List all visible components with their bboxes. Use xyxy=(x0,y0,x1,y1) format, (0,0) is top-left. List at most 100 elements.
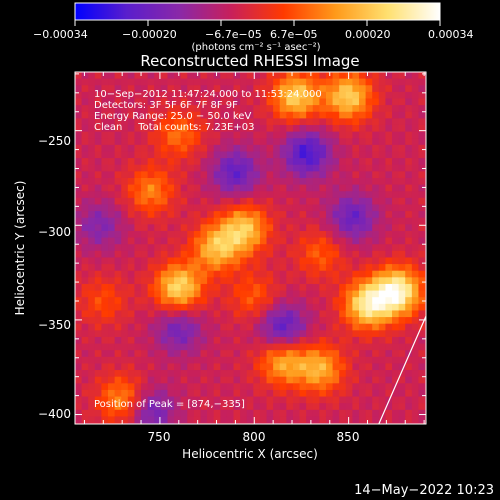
heatmap-cell xyxy=(121,336,129,345)
heatmap-cell xyxy=(332,317,340,325)
heatmap-cell xyxy=(121,370,129,378)
heatmap-cell xyxy=(213,264,221,272)
heatmap-cell xyxy=(392,237,400,245)
heatmap-cell xyxy=(233,111,241,119)
heatmap-cell xyxy=(134,217,142,225)
heatmap-cell xyxy=(378,370,387,378)
heatmap-cell xyxy=(220,303,228,312)
heatmap-cell xyxy=(193,164,202,172)
heatmap-cell xyxy=(359,151,367,159)
heatmap-cell xyxy=(372,416,380,424)
heatmap-cell xyxy=(81,244,89,252)
heatmap-cell xyxy=(319,264,327,272)
heatmap-cell xyxy=(240,396,248,404)
heatmap-cell xyxy=(81,151,89,159)
heatmap-cell xyxy=(75,184,83,192)
heatmap-cell xyxy=(75,403,83,411)
heatmap-cell xyxy=(94,98,103,106)
heatmap-cell xyxy=(292,257,301,265)
heatmap-cell xyxy=(174,403,182,411)
heatmap-cell xyxy=(345,297,353,305)
heatmap-cell xyxy=(108,197,116,206)
heatmap-cell xyxy=(174,277,182,285)
heatmap-cell xyxy=(180,230,188,239)
heatmap-cell xyxy=(81,211,89,219)
heatmap-cell xyxy=(147,336,155,345)
heatmap-cell xyxy=(141,85,149,93)
heatmap-cell xyxy=(226,283,235,292)
heatmap-cell xyxy=(193,277,202,285)
heatmap-cell xyxy=(286,98,294,106)
heatmap-cell xyxy=(352,297,360,305)
heatmap-cell xyxy=(299,370,307,378)
heatmap-cell xyxy=(226,177,235,186)
heatmap-cell xyxy=(233,164,241,172)
heatmap-cell xyxy=(180,197,188,206)
heatmap-cell xyxy=(345,356,353,365)
heatmap-cell xyxy=(114,191,122,199)
heatmap-cell xyxy=(127,230,136,239)
heatmap-cell xyxy=(352,217,360,225)
heatmap-cell xyxy=(365,217,373,225)
heatmap-cell xyxy=(75,138,83,146)
heatmap-cell xyxy=(180,396,188,404)
heatmap-cell xyxy=(88,105,96,113)
heatmap-cell xyxy=(385,336,393,345)
heatmap-cell xyxy=(180,330,188,338)
heatmap-cell xyxy=(392,356,400,365)
heatmap-cell xyxy=(147,317,155,325)
heatmap-cell xyxy=(127,197,136,206)
heatmap-cell xyxy=(266,403,274,411)
heatmap-cell xyxy=(246,310,254,318)
heatmap-cell xyxy=(378,409,387,418)
heatmap-cell xyxy=(279,356,287,365)
heatmap-cell xyxy=(286,197,294,206)
heatmap-cell xyxy=(134,78,142,86)
heatmap-cell xyxy=(81,409,89,418)
heatmap-cell xyxy=(233,230,241,239)
heatmap-cell xyxy=(292,171,301,179)
heatmap-cell xyxy=(339,105,347,113)
heatmap-cell xyxy=(81,270,89,278)
heatmap-cell xyxy=(319,317,327,325)
heatmap-cell xyxy=(213,310,221,318)
colorbar-border xyxy=(74,2,441,21)
heatmap-cell xyxy=(88,290,96,298)
heatmap-cell xyxy=(306,184,314,192)
heatmap-cell xyxy=(259,396,268,404)
heatmap-cell xyxy=(193,184,202,192)
heatmap-cell xyxy=(233,217,241,225)
heatmap-cell xyxy=(94,416,103,424)
heatmap-cell xyxy=(226,184,235,192)
heatmap-cell xyxy=(101,204,109,212)
heatmap-cell xyxy=(259,171,268,179)
heatmap-cell xyxy=(372,250,380,259)
heatmap-cell xyxy=(246,370,254,378)
heatmap-cell xyxy=(108,224,116,232)
heatmap-cell xyxy=(279,85,287,93)
heatmap-cell xyxy=(94,78,103,86)
heatmap-cell xyxy=(154,118,162,126)
heatmap-cell xyxy=(233,78,241,86)
heatmap-cell xyxy=(411,138,420,146)
heatmap-cell xyxy=(352,350,360,358)
heatmap-cell xyxy=(193,257,202,265)
heatmap-cell xyxy=(121,78,129,86)
heatmap-cell xyxy=(233,171,241,179)
heatmap-cell xyxy=(312,151,320,159)
heatmap-cell xyxy=(226,211,235,219)
heatmap-cell xyxy=(253,118,261,126)
heatmap-cell xyxy=(253,343,261,351)
heatmap-cell xyxy=(359,131,367,139)
heatmap-cell xyxy=(180,336,188,345)
heatmap-cell xyxy=(332,270,340,278)
heatmap-cell xyxy=(174,376,182,384)
heatmap-cell xyxy=(121,389,129,398)
heatmap-cell xyxy=(312,283,320,292)
heatmap-cell xyxy=(365,91,373,100)
heatmap-cell xyxy=(246,191,254,199)
heatmap-cell xyxy=(174,370,182,378)
heatmap-cell xyxy=(193,144,202,153)
heatmap-cell xyxy=(75,171,83,179)
heatmap-cell xyxy=(411,204,420,212)
